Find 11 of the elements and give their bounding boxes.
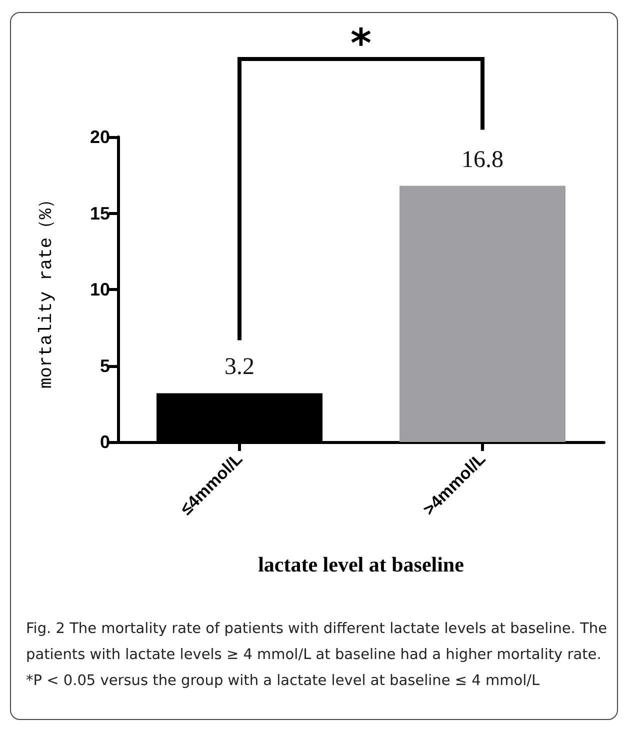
y-tick-label: 0 xyxy=(100,432,110,452)
y-axis-title: mortality rate（%） xyxy=(37,190,57,389)
y-tick-label: 20 xyxy=(90,127,110,147)
data-label: 3.2 xyxy=(224,354,254,380)
y-tick-label: 15 xyxy=(90,203,110,224)
x-axis-title: lactate level at baseline xyxy=(258,552,464,576)
text: * xyxy=(350,21,372,67)
data-label: 16.8 xyxy=(462,146,504,173)
y-tick-label: 5 xyxy=(100,356,110,376)
caption: Fig. 2 The mortality rate of patients with different lactate levels at baseline. The patients with lactate levels ≥ 4 mmol/L at baseline had a higher mortality rate. *P < 0.05 versus the group with a lactate level at baseline ≤ 4 mmol/L xyxy=(26,620,608,691)
y-tick-label: 10 xyxy=(90,280,110,300)
